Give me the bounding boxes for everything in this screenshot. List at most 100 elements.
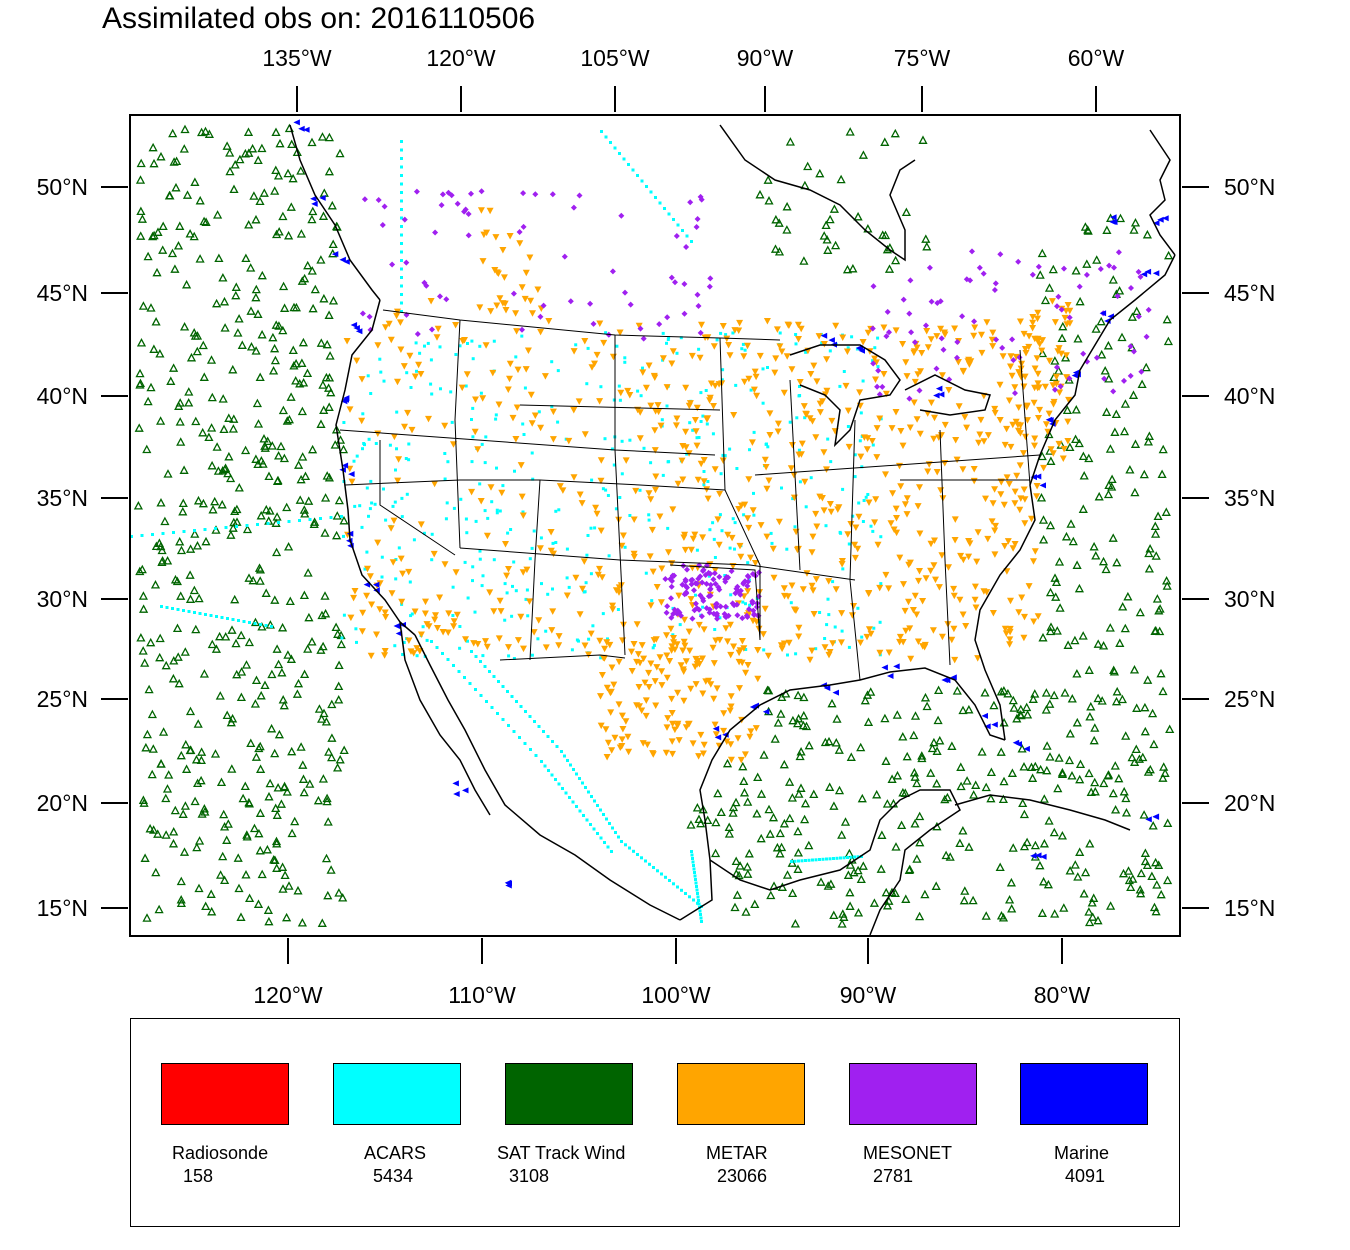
sat-wind-mark [243, 127, 254, 136]
acars-mark [248, 621, 251, 624]
sat-wind-mark [837, 830, 847, 839]
sat-wind-mark [1044, 283, 1055, 292]
sat-wind-mark [149, 344, 159, 353]
mesonet-mark [637, 325, 644, 332]
sat-wind-mark [222, 710, 232, 720]
acars-mark [593, 799, 596, 803]
metar-mark [815, 333, 823, 340]
metar-mark [882, 390, 890, 398]
metar-mark [535, 617, 543, 624]
metar-mark [696, 354, 704, 362]
sat-wind-mark [142, 729, 152, 739]
mesonet-mark [673, 233, 680, 239]
marine-mark [355, 328, 363, 335]
sat-wind-mark [1035, 860, 1045, 870]
metar-mark [618, 736, 626, 743]
metar-mark [691, 417, 699, 424]
metar-mark [670, 635, 677, 642]
legend-item-marine: Marine 4091 [1020, 1019, 1190, 1219]
acars-mark [554, 509, 558, 513]
sat-wind-mark [148, 744, 158, 753]
metar-mark [876, 415, 884, 422]
marine-mark [1162, 215, 1169, 222]
metar-mark [366, 573, 374, 580]
metar-mark [984, 535, 992, 543]
sat-wind-mark [216, 870, 226, 879]
metar-mark [896, 633, 904, 641]
metar-mark [453, 611, 461, 619]
acars-mark [443, 477, 447, 481]
sat-wind-mark [251, 454, 261, 463]
sat-wind-mark [1039, 535, 1049, 544]
sat-wind-mark [1084, 907, 1094, 916]
acars-mark [449, 390, 453, 394]
sat-wind-mark [831, 738, 841, 747]
metar-mark [522, 366, 530, 373]
acars-mark [523, 386, 527, 390]
sat-wind-mark [1083, 225, 1093, 234]
sat-wind-mark [922, 701, 932, 711]
mesonet-mark [728, 568, 735, 575]
acars-mark [400, 182, 403, 186]
acars-mark [400, 199, 403, 203]
sat-wind-mark [837, 919, 847, 928]
acars-mark [667, 336, 671, 340]
metar-mark [963, 424, 971, 432]
metar-mark [603, 639, 611, 646]
sat-wind-mark [853, 908, 864, 917]
acars-mark [408, 580, 412, 584]
sat-wind-mark [300, 471, 311, 481]
metar-mark [991, 409, 999, 417]
metar-mark [647, 602, 655, 609]
acars-mark [533, 720, 536, 723]
sat-wind-mark [179, 144, 189, 153]
acars-mark [719, 331, 723, 335]
sat-wind-mark [279, 700, 289, 710]
acars-mark [209, 614, 213, 617]
sat-wind-mark [1079, 889, 1089, 898]
sat-wind-mark [1085, 839, 1095, 848]
right-lat-label: 50°N [1224, 174, 1275, 200]
metar-mark [914, 371, 922, 378]
metar-mark [646, 553, 654, 560]
metar-mark [681, 616, 688, 624]
sat-wind-mark [1107, 474, 1117, 484]
sat-wind-mark [825, 214, 835, 224]
metar-mark [955, 403, 963, 410]
metar-mark [387, 525, 395, 532]
sat-wind-mark [251, 214, 261, 224]
mesonet-mark [438, 202, 445, 209]
sat-wind-mark [838, 909, 848, 918]
metar-mark [506, 360, 514, 368]
metar-mark [710, 695, 718, 703]
sat-wind-mark [176, 898, 186, 908]
acars-mark [506, 531, 510, 535]
sat-wind-mark [799, 692, 809, 702]
metar-mark [516, 240, 524, 247]
acars-mark [171, 607, 174, 610]
acars-mark [718, 513, 722, 517]
acars-mark [400, 157, 403, 160]
sat-wind-mark [1057, 831, 1067, 840]
acars-mark [474, 519, 478, 523]
marine-mark [823, 685, 831, 691]
metar-mark [857, 453, 865, 461]
sat-wind-mark [283, 650, 293, 659]
acars-mark [160, 605, 163, 608]
sat-wind-mark [766, 890, 776, 900]
metar-mark [493, 302, 501, 309]
sat-wind-mark [158, 221, 168, 231]
metar-mark [959, 466, 967, 473]
acars-mark [661, 473, 665, 477]
acars-mark [435, 646, 439, 649]
metar-mark [635, 684, 643, 691]
acars-mark [400, 165, 403, 169]
mesonet-mark [1135, 268, 1142, 275]
metar-mark [735, 506, 743, 513]
sat-wind-mark [275, 138, 285, 148]
legend-count-metar: 23066 [717, 1166, 768, 1186]
sat-wind-mark [703, 815, 713, 825]
metar-mark [705, 677, 713, 685]
metar-mark [1030, 618, 1038, 625]
acars-mark [161, 532, 165, 535]
